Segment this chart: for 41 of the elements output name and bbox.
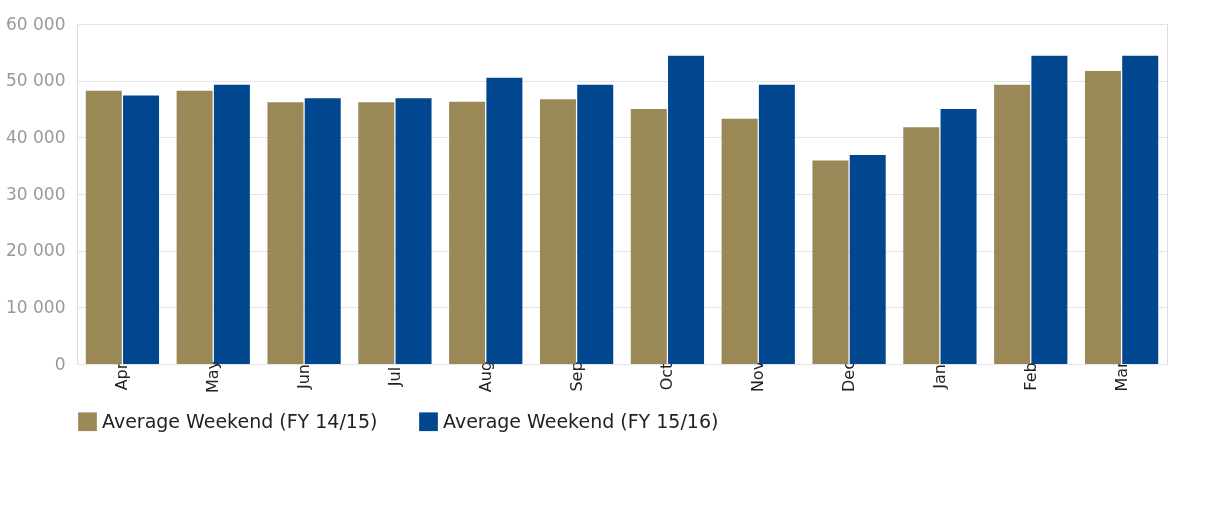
y-tick-label: 0 — [54, 353, 66, 374]
x-tick-label: Oct — [657, 362, 677, 391]
bar — [994, 84, 1031, 364]
bar — [1122, 55, 1159, 364]
x-tick-label: Jan — [929, 364, 949, 390]
x-tick-label: Jun — [294, 364, 314, 390]
bar — [213, 84, 250, 364]
y-tick-label: 40 000 — [6, 126, 66, 147]
bar — [668, 55, 705, 364]
bar — [1031, 55, 1068, 364]
bar — [267, 102, 304, 364]
bar — [577, 84, 614, 364]
x-tick-label: Sep — [566, 361, 586, 392]
x-tick-label: Feb — [1020, 362, 1040, 391]
bar — [539, 99, 576, 364]
x-tick-label: Jul — [384, 366, 404, 388]
y-tick-label: 20 000 — [6, 240, 66, 261]
bar — [812, 160, 849, 364]
x-tick-label: Mar — [1111, 360, 1131, 392]
bar — [758, 84, 795, 364]
y-tick-label: 30 000 — [6, 183, 66, 204]
bar — [721, 118, 758, 364]
legend-label: Average Weekend (FY 15/16) — [443, 409, 719, 432]
y-tick-label: 50 000 — [6, 70, 66, 91]
bar — [358, 102, 395, 364]
bar — [123, 95, 160, 364]
bar — [486, 77, 523, 364]
bar — [449, 101, 486, 364]
bar — [395, 98, 432, 364]
y-tick-label: 60 000 — [6, 13, 66, 34]
bar — [849, 154, 886, 364]
y-tick-label: 10 000 — [6, 296, 66, 317]
legend-label: Average Weekend (FY 14/15) — [102, 409, 378, 432]
bar — [176, 90, 213, 364]
x-tick-label: Apr — [112, 362, 132, 391]
bar — [903, 127, 940, 364]
bar — [940, 109, 977, 364]
bar — [630, 109, 667, 364]
bar — [85, 90, 122, 364]
bar — [304, 98, 341, 364]
bar — [1084, 71, 1121, 364]
